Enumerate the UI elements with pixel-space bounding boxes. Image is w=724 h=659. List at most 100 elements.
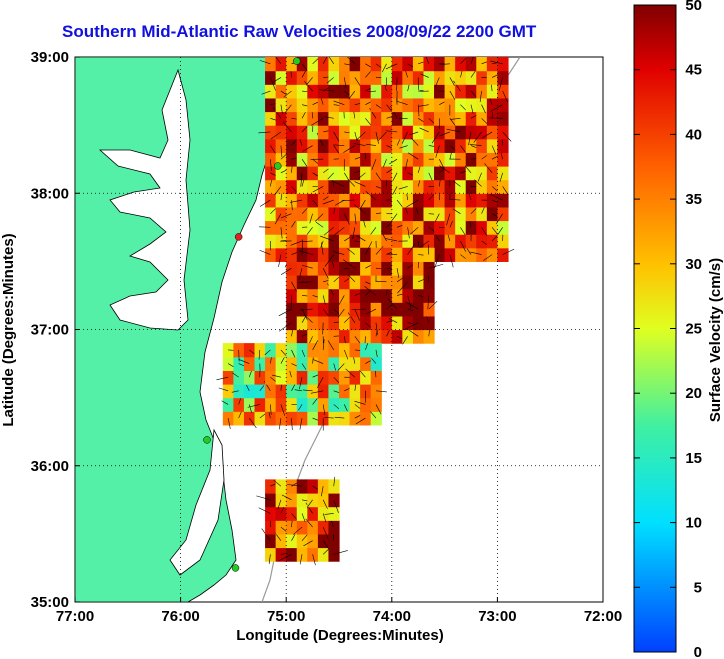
velocity-cell bbox=[222, 397, 234, 412]
velocity-vector bbox=[291, 281, 298, 293]
velocity-vector bbox=[396, 199, 403, 208]
velocity-cell bbox=[465, 152, 477, 167]
velocity-vector bbox=[259, 199, 271, 207]
velocity-vector bbox=[309, 213, 313, 224]
velocity-cell bbox=[286, 479, 298, 494]
velocity-cell bbox=[339, 275, 351, 290]
velocity-vector bbox=[322, 268, 329, 280]
velocity-vector bbox=[354, 204, 366, 214]
velocity-cell bbox=[307, 533, 319, 549]
velocity-vector bbox=[383, 159, 387, 168]
velocity-vector bbox=[407, 227, 410, 239]
velocity-cell bbox=[307, 70, 319, 85]
velocity-cell bbox=[328, 411, 340, 426]
velocity-cell bbox=[265, 206, 277, 222]
velocity-cell bbox=[286, 152, 298, 167]
velocity-cell bbox=[328, 206, 340, 222]
velocity-vector bbox=[498, 77, 503, 91]
velocity-vector bbox=[322, 295, 326, 305]
velocity-cell bbox=[328, 152, 340, 167]
velocity-vector bbox=[312, 340, 319, 351]
velocity-cell bbox=[307, 520, 319, 535]
velocity-vector bbox=[259, 249, 271, 255]
velocity-cell bbox=[317, 84, 330, 99]
colorbar-tick-label: 50 bbox=[685, 0, 702, 14]
velocity-vector bbox=[381, 63, 387, 73]
velocity-cell bbox=[349, 57, 361, 72]
velocity-vector bbox=[322, 526, 329, 539]
velocity-cell bbox=[370, 152, 382, 167]
velocity-vector bbox=[305, 77, 313, 86]
velocity-cell bbox=[275, 70, 287, 85]
velocity-cell bbox=[349, 97, 361, 113]
velocity-cell bbox=[360, 247, 372, 262]
velocity-cell bbox=[328, 179, 340, 194]
velocity-vector bbox=[365, 143, 377, 146]
velocity-vector bbox=[298, 404, 303, 411]
velocity-field bbox=[203, 57, 515, 572]
velocity-cell bbox=[465, 111, 477, 126]
velocity-cell bbox=[296, 179, 308, 194]
velocity-vector bbox=[449, 199, 461, 201]
velocity-cell bbox=[317, 206, 330, 222]
velocity-cell bbox=[265, 356, 277, 371]
velocity-cell bbox=[275, 206, 287, 222]
grid-lines bbox=[75, 57, 603, 602]
velocity-cell bbox=[360, 125, 372, 140]
velocity-vector bbox=[491, 145, 497, 155]
velocity-vector bbox=[322, 404, 326, 415]
velocity-cell bbox=[497, 220, 509, 235]
velocity-cell bbox=[339, 111, 351, 126]
velocity-cell bbox=[286, 315, 298, 331]
velocity-cell bbox=[402, 152, 414, 167]
velocity-vector bbox=[275, 57, 282, 64]
velocity-vector bbox=[273, 107, 282, 119]
velocity-cell bbox=[296, 125, 308, 140]
velocity-cell bbox=[360, 261, 372, 276]
velocity-cell bbox=[254, 397, 266, 412]
velocity-vector bbox=[481, 131, 493, 139]
velocity-cell bbox=[402, 111, 414, 126]
velocity-cell bbox=[391, 111, 403, 126]
velocity-vector bbox=[354, 400, 366, 405]
velocity-cell bbox=[265, 520, 277, 535]
velocity-cell bbox=[275, 152, 287, 167]
velocity-vector bbox=[301, 239, 303, 255]
velocity-cell bbox=[339, 302, 351, 317]
colorbar-tick-label: 15 bbox=[685, 450, 702, 467]
velocity-cell bbox=[412, 125, 425, 140]
radar-station-marker bbox=[203, 436, 211, 444]
x-axis-ticks: 77:00 76:00 75:00 74:00 73:00 72:00 bbox=[56, 597, 622, 625]
velocity-cell bbox=[265, 220, 277, 235]
velocity-vector bbox=[291, 418, 293, 431]
velocity-cell bbox=[307, 356, 319, 371]
velocity-cell bbox=[455, 193, 467, 208]
velocity-vector bbox=[291, 383, 296, 391]
velocity-cell bbox=[296, 70, 308, 85]
velocity-cell bbox=[434, 70, 446, 85]
velocity-vector bbox=[284, 104, 292, 114]
velocity-vector bbox=[390, 105, 398, 119]
velocity-vector bbox=[298, 281, 313, 283]
velocity-cell bbox=[381, 329, 393, 344]
velocity-vector bbox=[356, 131, 366, 141]
velocity-cell bbox=[317, 315, 330, 331]
velocity-cell bbox=[360, 356, 372, 371]
velocity-cell bbox=[360, 97, 372, 113]
velocity-cell bbox=[360, 206, 372, 222]
velocity-cell bbox=[370, 329, 382, 344]
velocity-cell bbox=[317, 370, 330, 385]
velocity-cell bbox=[423, 193, 435, 208]
velocity-cell bbox=[423, 125, 435, 140]
velocity-vector bbox=[216, 376, 229, 381]
velocity-cell bbox=[370, 193, 382, 208]
velocity-cell bbox=[307, 125, 319, 140]
velocity-vector bbox=[396, 100, 408, 105]
velocity-cell bbox=[296, 329, 308, 344]
velocity-vector bbox=[434, 77, 440, 88]
velocity-cell bbox=[307, 206, 319, 222]
velocity-cell bbox=[307, 57, 319, 72]
velocity-vector bbox=[331, 180, 345, 187]
velocity-cell bbox=[286, 547, 298, 562]
velocity-cell bbox=[317, 138, 330, 153]
